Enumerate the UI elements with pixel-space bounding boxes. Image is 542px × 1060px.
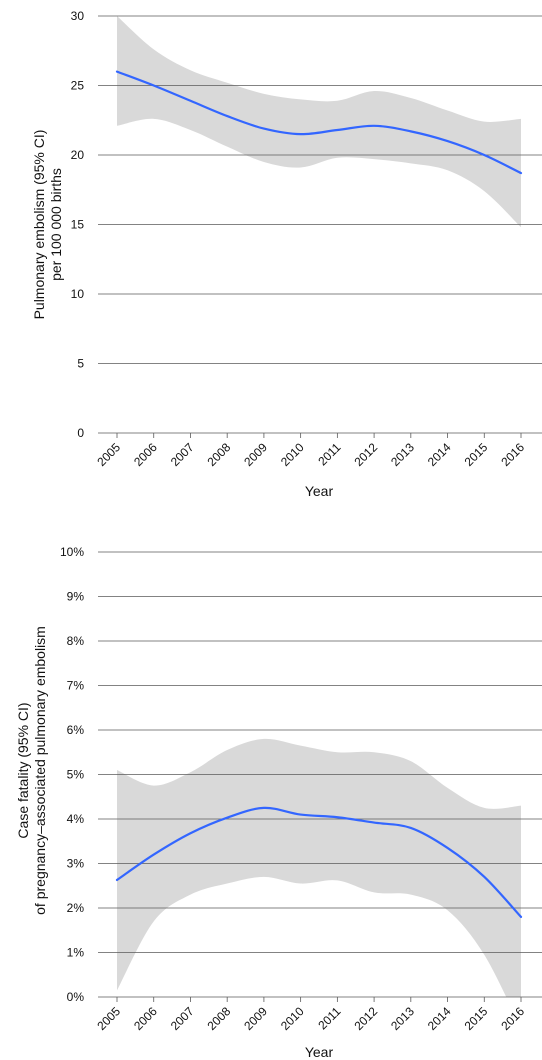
y-tick-label: 0% [67,990,85,1004]
y-tick-label: 10 [71,287,85,301]
x-tick-label: 2010 [278,440,307,469]
x-tick-label: 2006 [131,1004,160,1033]
x-tick-label: 2012 [351,1004,380,1033]
y-tick-label: 15 [71,218,85,232]
x-tick-label: 2007 [168,440,197,469]
y-axis-title: Case fatality (95% CI)of pregnancy–assoc… [15,626,48,915]
y-tick-label: 7% [67,679,85,693]
chart-panel-1: 0 5 10 15 20 25 30 2005 2006 2007 2008 2009 2010 2011… [31,9,542,499]
x-tick-label: 2014 [425,440,454,469]
chart-panel-2: 0%1%2%3%4%5%6%7%8%9%10%2005 2006 2007 2008 2… [15,545,542,1060]
y-tick-label: 3% [67,857,85,871]
x-tick-label: 2009 [241,440,270,469]
x-tick-label: 2009 [241,1004,270,1033]
x-axis-title: Year [305,1044,334,1060]
y-tick-label: 6% [67,723,85,737]
trend-line [115,70,523,175]
confidence-band [117,738,521,997]
y-tick-label: 5% [67,768,85,782]
x-tick-label: 2011 [315,1004,343,1032]
y-tick-label: 9% [67,590,85,604]
x-tick-label: 2006 [131,440,160,469]
trend-line [115,806,523,918]
confidence-band [117,16,521,228]
y-tick-label: 10% [60,545,84,559]
y-tick-label: 8% [67,634,85,648]
x-tick-label: 2016 [498,440,527,469]
y-tick-label: 4% [67,812,85,826]
x-tick-label: 2013 [388,440,417,469]
x-tick-label: 2008 [205,1004,234,1033]
x-tick-label: 2015 [462,1004,491,1033]
y-tick-label: 20 [71,148,85,162]
y-tick-label: 1% [67,946,85,960]
y-tick-label: 0 [77,426,84,440]
x-axis-title: Year [305,483,334,499]
x-tick-label: 2015 [462,440,491,469]
y-axis-title: Pulmonary embolism (95% CI)per 100 000 b… [31,130,64,320]
x-tick-label: 2014 [425,1004,454,1033]
x-tick-label: 2012 [351,440,380,469]
x-tick-label: 2011 [315,440,343,468]
y-tick-label: 5 [77,357,84,371]
y-tick-label: 30 [71,9,85,23]
x-tick-label: 2010 [278,1004,307,1033]
x-tick-label: 2013 [388,1004,417,1033]
x-tick-label: 2008 [205,440,234,469]
x-tick-label: 2007 [168,1004,197,1033]
y-tick-label: 2% [67,901,85,915]
x-tick-label: 2016 [498,1004,527,1033]
y-tick-label: 25 [71,79,85,93]
x-tick-label: 2005 [94,1004,123,1033]
x-tick-label: 2005 [94,440,123,469]
